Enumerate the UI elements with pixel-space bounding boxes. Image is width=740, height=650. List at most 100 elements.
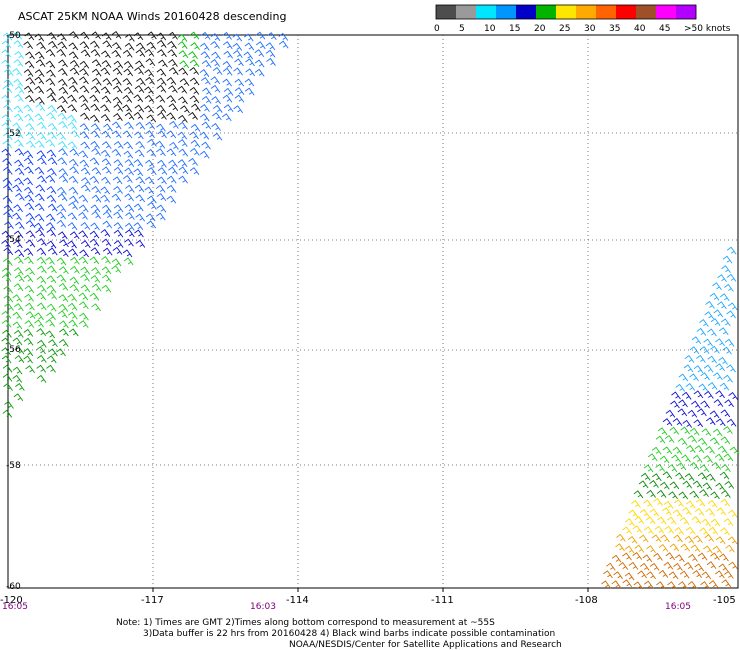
wind-barb bbox=[57, 112, 68, 121]
wind-barb bbox=[123, 68, 134, 77]
wind-barb bbox=[678, 491, 689, 500]
wind-barb bbox=[675, 472, 685, 481]
wind-barb bbox=[79, 312, 89, 321]
wind-barb bbox=[12, 68, 22, 76]
wind-barb bbox=[687, 409, 698, 418]
wind-barb bbox=[634, 516, 645, 525]
wind-barb bbox=[684, 473, 695, 481]
wind-barb bbox=[664, 435, 675, 443]
wind-barb bbox=[653, 497, 663, 506]
wind-barb bbox=[639, 562, 650, 571]
wind-barb bbox=[1, 114, 12, 123]
wind-barb bbox=[265, 42, 276, 51]
wind-barb bbox=[34, 51, 45, 60]
wind-barb bbox=[101, 166, 112, 175]
wind-barb bbox=[703, 338, 714, 347]
wind-barb bbox=[100, 186, 111, 195]
wind-barb bbox=[169, 120, 179, 129]
wind-barb bbox=[135, 213, 146, 222]
wind-barb bbox=[1, 347, 11, 356]
wind-barb bbox=[146, 148, 157, 157]
wind-barb bbox=[685, 382, 696, 391]
wind-barb bbox=[168, 59, 178, 67]
wind-barb bbox=[705, 417, 716, 426]
wind-barb bbox=[23, 337, 34, 346]
wind-barb bbox=[703, 455, 713, 464]
wind-barb bbox=[727, 536, 738, 545]
wind-barb bbox=[1, 274, 12, 282]
wind-barb bbox=[721, 579, 732, 588]
wind-barb bbox=[189, 59, 200, 68]
wind-barb bbox=[69, 276, 80, 285]
wind-barb bbox=[122, 104, 132, 113]
wind-barb bbox=[712, 428, 723, 437]
wind-barb bbox=[58, 303, 69, 312]
wind-barb bbox=[721, 318, 731, 327]
wind-barb bbox=[188, 51, 198, 60]
wind-barb bbox=[111, 130, 122, 139]
wind-barb bbox=[699, 318, 709, 327]
wind-barb bbox=[68, 248, 79, 257]
wind-barb bbox=[46, 285, 57, 293]
wind-barb bbox=[34, 166, 45, 175]
wind-barb bbox=[200, 42, 210, 51]
wind-barb bbox=[122, 249, 133, 258]
wind-barb bbox=[222, 94, 233, 103]
wind-barb bbox=[101, 158, 112, 167]
wind-barb bbox=[102, 211, 113, 219]
wind-barb bbox=[664, 525, 674, 534]
wind-barb bbox=[70, 265, 80, 274]
wind-barb bbox=[122, 77, 133, 86]
wind-barb bbox=[36, 374, 47, 383]
wind-barb bbox=[680, 426, 690, 435]
wind-barb bbox=[200, 31, 211, 40]
wind-barb bbox=[157, 130, 167, 139]
wind-barb bbox=[651, 534, 662, 543]
wind-barb bbox=[189, 31, 200, 40]
wind-barb bbox=[123, 257, 134, 266]
wind-barb bbox=[723, 374, 733, 383]
wind-barb bbox=[79, 60, 90, 69]
wind-barb bbox=[68, 328, 79, 337]
wind-barb bbox=[68, 76, 78, 85]
wind-barb bbox=[134, 229, 144, 238]
wind-barb bbox=[244, 78, 255, 87]
wind-barb bbox=[695, 498, 706, 507]
wind-barb bbox=[100, 229, 111, 237]
wind-barb bbox=[156, 204, 167, 213]
wind-barb bbox=[14, 85, 25, 94]
wind-barb bbox=[615, 543, 625, 552]
legend-label: 10 bbox=[484, 24, 496, 34]
wind-barb bbox=[190, 139, 201, 148]
wind-barb bbox=[179, 78, 190, 86]
wind-barb bbox=[14, 274, 25, 283]
wind-barb bbox=[78, 320, 89, 329]
wind-barb bbox=[136, 77, 146, 86]
wind-barb bbox=[678, 581, 688, 590]
wind-barb bbox=[696, 354, 706, 363]
wind-barb bbox=[89, 292, 100, 301]
wind-barb bbox=[699, 489, 709, 498]
wind-barb bbox=[113, 141, 124, 149]
wind-barb bbox=[665, 409, 676, 418]
wind-barb bbox=[177, 33, 188, 42]
wind-barb bbox=[669, 481, 680, 490]
wind-barb bbox=[717, 301, 727, 310]
wind-barb bbox=[719, 553, 729, 562]
wind-barb bbox=[67, 222, 78, 231]
wind-barb bbox=[12, 321, 23, 330]
wind-barb bbox=[134, 85, 145, 94]
wind-barb bbox=[57, 78, 68, 87]
wind-barb bbox=[102, 77, 113, 86]
wind-barb bbox=[12, 311, 23, 320]
wind-barb bbox=[67, 293, 77, 302]
wind-barb bbox=[68, 175, 79, 184]
wind-barb bbox=[212, 66, 223, 75]
legend-swatch bbox=[656, 5, 677, 19]
wind-barb bbox=[45, 222, 56, 231]
wind-barb bbox=[34, 85, 45, 94]
wind-barb bbox=[34, 213, 45, 222]
wind-barb bbox=[168, 85, 178, 94]
time-label: 16:05 bbox=[2, 602, 28, 612]
